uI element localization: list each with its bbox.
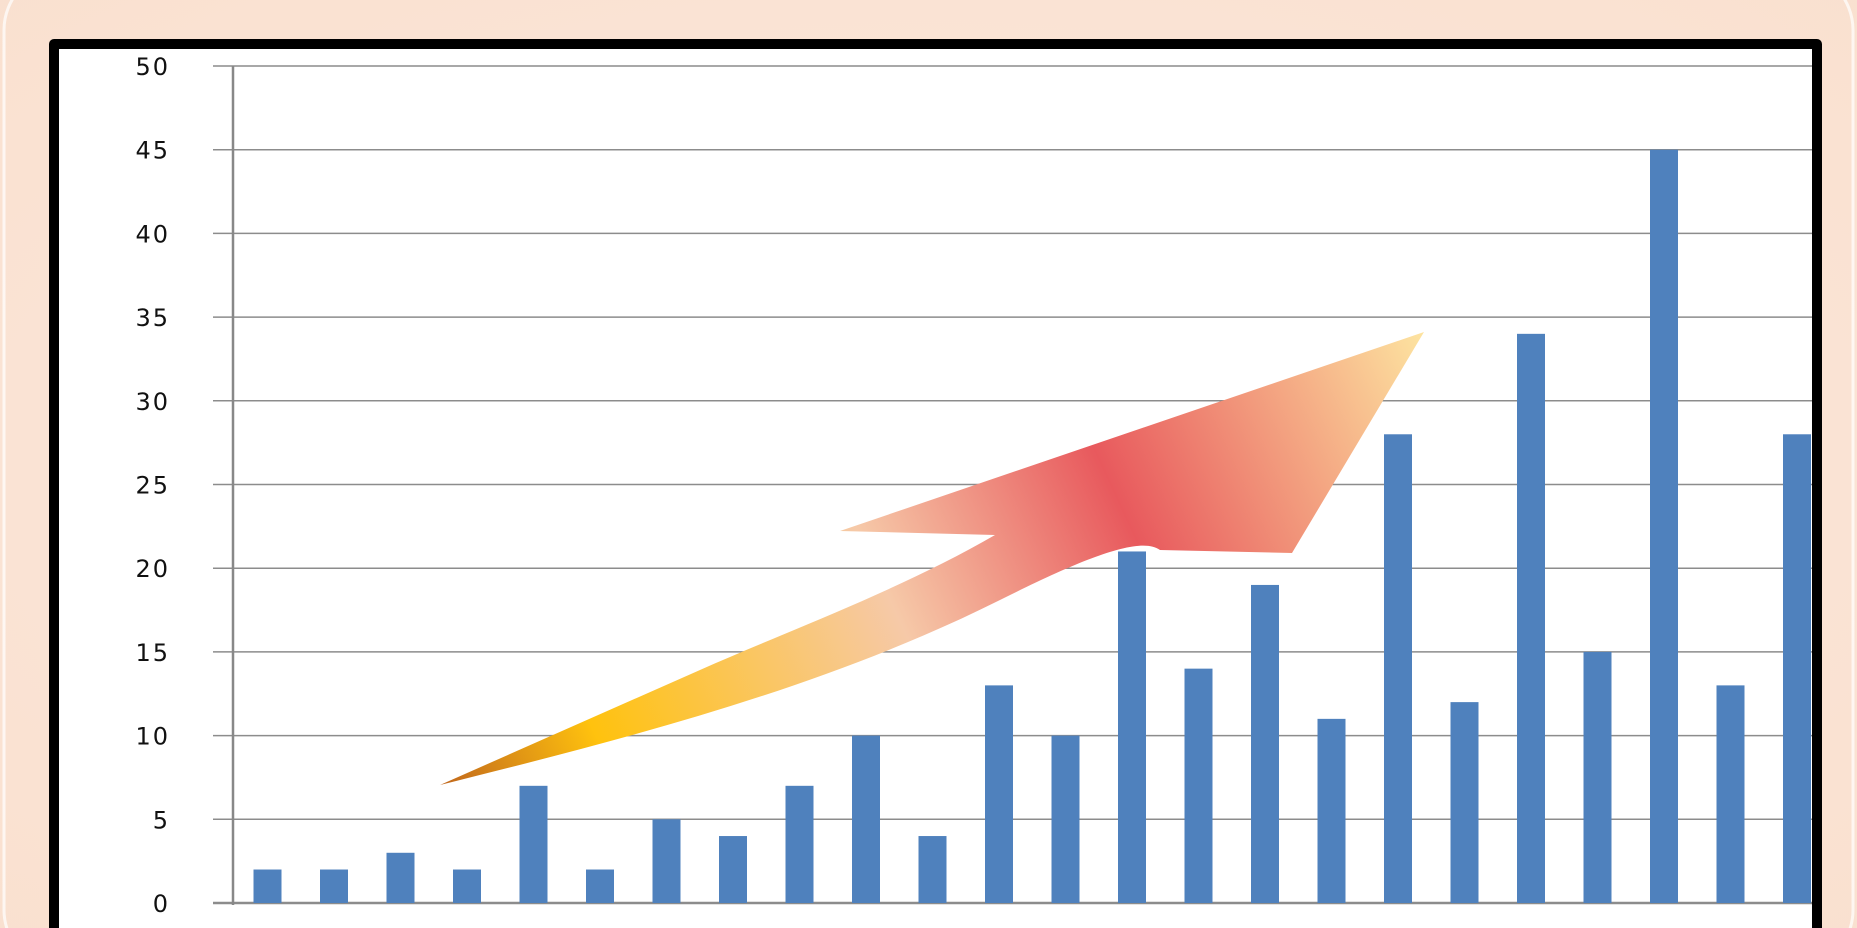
y-tick-label: 0: [153, 890, 170, 918]
bar-22: [1650, 149, 1678, 903]
y-tick-label: 10: [135, 723, 170, 751]
bar-8: [719, 836, 747, 903]
bar-4: [453, 869, 481, 903]
y-tick-label: 5: [153, 806, 170, 834]
bar-14: [1118, 551, 1146, 903]
bar-21: [1583, 651, 1612, 903]
bar-5: [519, 785, 548, 903]
bar-16: [1251, 584, 1279, 903]
y-tick-label: 15: [135, 639, 170, 667]
bar-3: [386, 852, 415, 903]
y-tick-label: 20: [135, 555, 170, 583]
bar-20: [1517, 333, 1545, 904]
plot-area: [54, 44, 1817, 928]
bar-19: [1450, 702, 1479, 903]
bar-18: [1384, 434, 1412, 903]
bar-13: [1051, 735, 1080, 903]
chart-frame: [49, 39, 1822, 928]
y-tick-label: 40: [135, 220, 170, 248]
bar-17: [1317, 718, 1346, 903]
upward-trend-arrow-icon: [440, 332, 1424, 785]
bar-6: [586, 869, 614, 903]
bar-1: [253, 869, 282, 903]
bar-12: [985, 685, 1013, 903]
y-tick-label: 25: [135, 472, 170, 500]
y-tick-label: 35: [135, 304, 170, 332]
y-axis-tick-labels: 0 5 10 15 20 25 30 35 40 45 50: [135, 53, 170, 918]
bar-2: [320, 869, 348, 903]
bar-9: [785, 785, 814, 903]
bar-15: [1184, 668, 1213, 903]
bar-7: [652, 819, 681, 903]
bar-23: [1716, 685, 1745, 903]
y-tick-label: 50: [135, 53, 170, 81]
y-tick-label: 45: [135, 137, 170, 165]
y-tick-label: 30: [135, 388, 170, 416]
bar-11: [918, 836, 947, 903]
bars: [253, 149, 1811, 904]
bar-24: [1783, 434, 1811, 903]
bar-10: [852, 735, 880, 903]
